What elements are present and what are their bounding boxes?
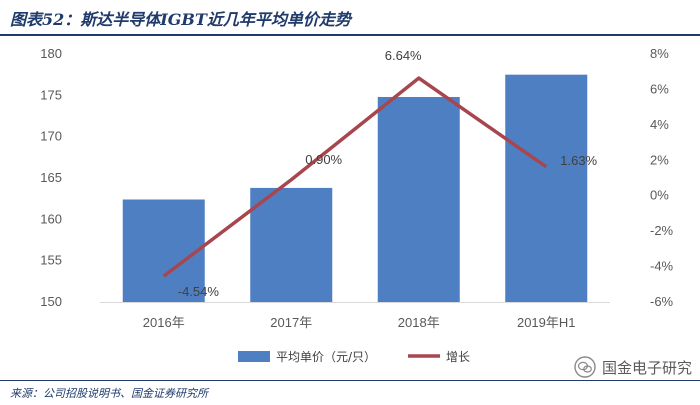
right-tick-label: 0% — [650, 188, 669, 203]
chart-title: 图表52：斯达半导体IGBT近几年平均单价走势 — [10, 10, 351, 29]
left-tick-label: 175 — [40, 87, 62, 102]
left-tick-label: 150 — [40, 294, 62, 309]
wechat-icon — [574, 356, 596, 378]
watermark: 国金电子研究 — [574, 356, 692, 378]
right-tick-label: 2% — [650, 152, 669, 167]
source-divider — [0, 380, 700, 381]
source-note: 来源：公司招股说明书、国金证券研究所 — [10, 387, 208, 400]
x-tick-label: 2018年 — [398, 315, 440, 330]
legend-label-line: 增长 — [446, 350, 470, 364]
left-tick-label: 170 — [40, 129, 62, 144]
left-tick-label: 155 — [40, 253, 62, 268]
bar — [122, 199, 205, 302]
x-tick-label: 2016年 — [143, 315, 185, 330]
right-tick-label: 4% — [650, 117, 669, 132]
line-series: -4.54% 0.90% 6.64% 1.63% — [162, 48, 598, 299]
right-tick-label: 8% — [650, 46, 669, 61]
data-label: -4.54% — [178, 284, 220, 299]
legend-label-bar: 平均单价（元/只） — [276, 350, 376, 364]
bar-series — [122, 74, 588, 302]
right-tick-label: -2% — [650, 223, 674, 238]
right-tick-label: -4% — [650, 259, 674, 274]
left-tick-label: 160 — [40, 211, 62, 226]
watermark-text: 国金电子研究 — [601, 358, 692, 377]
right-tick-label: 6% — [650, 81, 669, 96]
bar — [377, 96, 460, 302]
combo-chart: 150 155 160 165 170 175 180 -6% -4% -2% 0% 2% 4% 6% 8… — [40, 46, 674, 364]
left-tick-label: 165 — [40, 170, 62, 185]
data-label: 1.63% — [560, 153, 597, 168]
left-tick-label: 180 — [40, 46, 62, 61]
x-axis: 2016年 2017年 2018年 2019年H1 — [143, 315, 576, 330]
x-tick-label: 2019年H1 — [517, 315, 576, 330]
title-bar: 图表52：斯达半导体IGBT近几年平均单价走势 — [0, 0, 700, 36]
data-label: 6.64% — [385, 48, 422, 63]
legend: 平均单价（元/只） 增长 — [238, 350, 470, 364]
left-axis: 150 155 160 165 170 175 180 — [40, 46, 62, 309]
right-axis: -6% -4% -2% 0% 2% 4% 6% 8% — [650, 46, 674, 309]
right-tick-label: -6% — [650, 294, 674, 309]
bar — [250, 187, 333, 302]
legend-swatch-bar — [238, 351, 270, 362]
x-tick-label: 2017年 — [270, 315, 312, 330]
growth-line — [162, 76, 548, 278]
bar — [505, 74, 588, 302]
data-label: 0.90% — [305, 152, 342, 167]
